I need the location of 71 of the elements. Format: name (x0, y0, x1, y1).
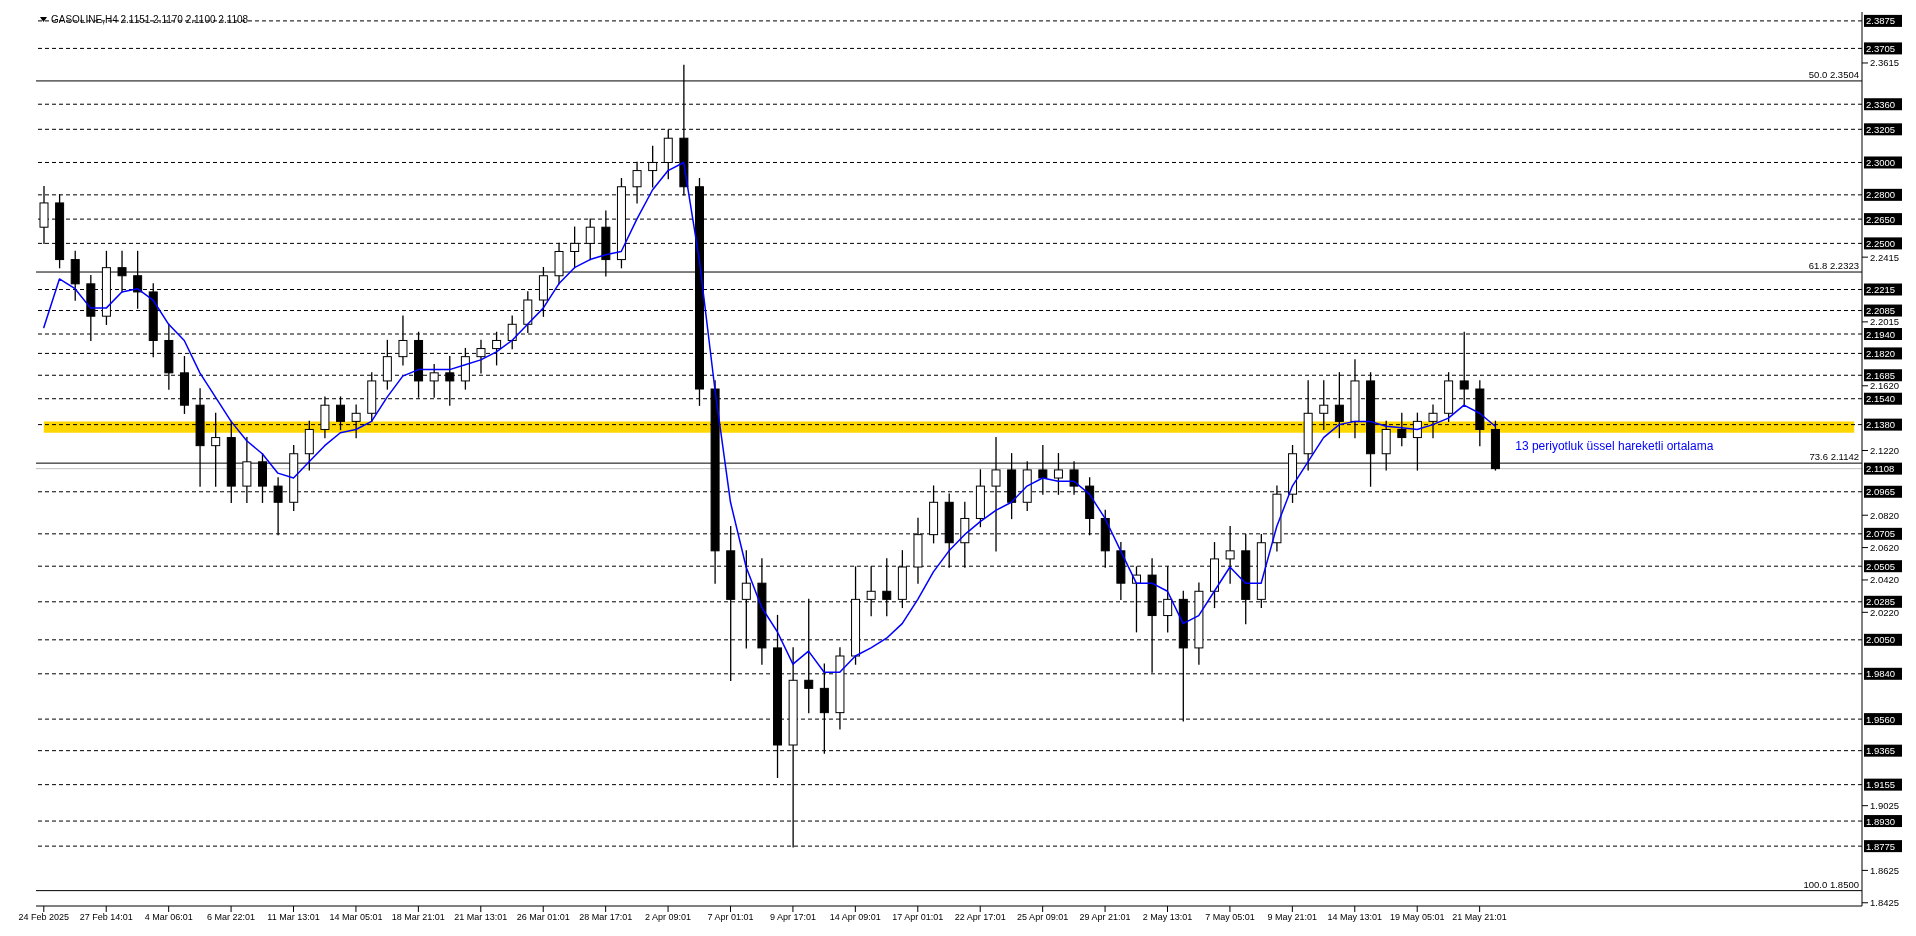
y-tick-label: 2.2415 (1870, 251, 1900, 263)
y-tick-label: 2.0420 (1870, 574, 1900, 586)
ref-line-label: 2.0050 (1866, 634, 1896, 646)
x-tick-label: 25 Apr 09:01 (1017, 912, 1069, 923)
ref-line-label: 73.6 2.1142 (1809, 451, 1859, 463)
ref-line-label: 2.0285 (1866, 596, 1896, 608)
ref-line-label: 2.1820 (1866, 347, 1896, 359)
x-tick-label: 28 Mar 17:01 (579, 912, 633, 923)
y-tick-label: 1.8625 (1870, 864, 1900, 876)
x-tick-label: 18 Mar 21:01 (391, 912, 445, 923)
y-tick-label: 1.8425 (1870, 897, 1900, 909)
x-tick-label: 26 Mar 01:01 (516, 912, 570, 923)
ref-line-label: 2.0705 (1866, 528, 1896, 540)
x-tick-label: 14 Apr 09:01 (829, 912, 881, 923)
series-label: 13 periyotluk üssel hareketli ortalama (1515, 439, 1714, 454)
line-series (43, 161, 1496, 673)
ref-line-label: 1.8775 (1866, 840, 1896, 852)
x-tick-label: 14 May 13:01 (1327, 912, 1383, 923)
ref-line-label: 2.1540 (1866, 393, 1896, 405)
x-tick-label: 21 May 21:01 (1452, 912, 1507, 923)
x-tick-label: 4 Mar 06:01 (144, 912, 193, 923)
x-tick-label: 9 May 21:01 (1267, 912, 1318, 923)
x-tick-label: 17 Apr 01:01 (892, 912, 944, 923)
x-tick-label: 29 Apr 21:01 (1079, 912, 1131, 923)
y-tick-label: 2.0220 (1870, 606, 1900, 618)
ref-line-label: 2.3705 (1866, 42, 1896, 54)
y-tick-label: 2.1620 (1870, 380, 1900, 392)
ref-line-label: 2.3205 (1866, 123, 1896, 135)
ref-line-label: 1.8930 (1866, 815, 1896, 827)
ref-line-label: 1.9365 (1866, 745, 1896, 757)
ref-line-label: 2.3360 (1866, 98, 1896, 110)
ref-line-label: 1.9155 (1866, 779, 1896, 791)
ref-line-label: 2.2800 (1866, 189, 1896, 201)
y-tick-label: 2.3615 (1870, 57, 1900, 69)
y-tick-label: 1.9025 (1870, 800, 1900, 812)
x-tick-label: 9 Apr 17:01 (769, 912, 816, 923)
x-tick-label: 7 Apr 01:01 (707, 912, 754, 923)
x-tick-label: 14 Mar 05:01 (329, 912, 383, 923)
x-tick-label: 2 Apr 09:01 (645, 912, 692, 923)
x-tick-label: 27 Feb 14:01 (79, 912, 133, 923)
ref-line-label: 2.1380 (1866, 419, 1896, 431)
x-tick-label: 7 May 05:01 (1205, 912, 1255, 923)
ref-line-label: 1.9840 (1866, 668, 1896, 680)
ref-line-label: 2.3000 (1866, 156, 1896, 168)
x-tick-label: 11 Mar 13:01 (267, 912, 320, 923)
ref-line-label: 2.2085 (1866, 305, 1896, 317)
ref-line-label: 2.2650 (1866, 213, 1896, 225)
ref-line-label: 2.2215 (1866, 284, 1896, 295)
ref-line-label: 100.0 1.8500 (1803, 878, 1859, 890)
y-tick-label: 2.0620 (1870, 541, 1900, 553)
ref-line-label: 50.0 2.3504 (1808, 68, 1859, 80)
ref-line-label: 2.3875 (1866, 15, 1896, 27)
ref-line-label: 2.1108 (1866, 463, 1895, 475)
y-tick-label: 2.2015 (1870, 316, 1900, 328)
ref-line-label: 2.1940 (1866, 328, 1896, 340)
ref-line-label: 2.0965 (1866, 486, 1896, 498)
y-tick-label: 2.1220 (1870, 444, 1900, 456)
chart-title: GASOLINE,H4 2.1151 2.1170 2.1100 2.1108 (51, 14, 249, 25)
x-tick-label: 22 Apr 17:01 (954, 912, 1006, 923)
y-tick-label: 2.0820 (1870, 509, 1900, 521)
candlestick (1428, 404, 1438, 439)
ref-line-label: 61.8 2.2323 (1808, 260, 1859, 272)
x-tick-label: 19 May 05:01 (1389, 912, 1445, 923)
x-tick-label: 21 Mar 13:01 (454, 912, 508, 923)
ref-line-label: 2.1685 (1866, 369, 1896, 381)
ref-line-label: 2.2500 (1866, 237, 1896, 249)
x-tick-label: 24 Feb 2025 (18, 912, 70, 923)
ref-line-label: 1.9560 (1866, 713, 1896, 725)
x-tick-label: 2 May 13:01 (1142, 912, 1193, 923)
ref-line-label: 2.0505 (1866, 560, 1896, 572)
x-tick-label: 6 Mar 22:01 (207, 912, 256, 923)
